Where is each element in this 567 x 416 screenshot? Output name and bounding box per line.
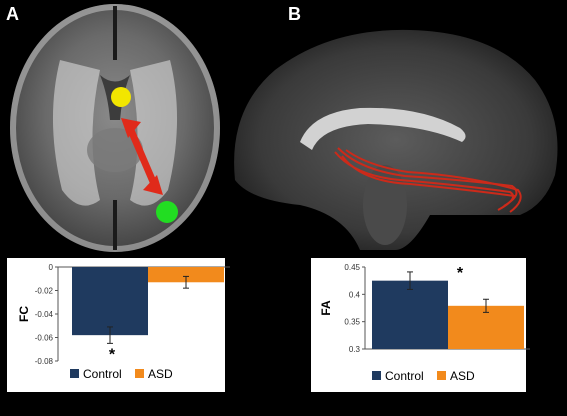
- y-axis-label: FC: [17, 306, 31, 322]
- axial-white-matter-left: [52, 60, 100, 206]
- panel-b-brain-image: [234, 29, 558, 251]
- significance-asterisk: *: [457, 265, 464, 282]
- y-tick-label: 0.3: [349, 345, 361, 354]
- connectivity-arrow: [121, 118, 163, 195]
- legend-swatch-control: [372, 371, 381, 380]
- y-axis-label: FA: [319, 300, 333, 316]
- bar-asd: [148, 267, 224, 283]
- sagittal-brainstem: [363, 165, 407, 245]
- y-tick-label: 0.4: [349, 290, 361, 299]
- bar-control: [72, 267, 148, 336]
- y-tick-label: 0: [49, 263, 54, 272]
- y-tick-label: -0.02: [35, 287, 54, 296]
- chart-b: 0.3 0.35 0.4 0.45 FA * Control ASD: [319, 263, 530, 383]
- y-tick-label: -0.08: [35, 357, 54, 366]
- bar-asd: [448, 305, 524, 349]
- legend-swatch-asd: [437, 371, 446, 380]
- significance-asterisk: *: [109, 346, 116, 363]
- axial-white-matter-right: [130, 60, 178, 206]
- sagittal-brain-outline: [234, 29, 558, 251]
- white-matter-tract: [334, 147, 522, 213]
- corpus-callosum: [300, 107, 466, 150]
- chart-a: 0 -0.02 -0.04 -0.06 -0.08 FC * Control ASD: [17, 263, 230, 381]
- bar-control: [372, 280, 448, 349]
- legend-label-asd: ASD: [148, 367, 173, 381]
- axial-thalamus: [87, 128, 143, 172]
- panel-a-letter: A: [6, 4, 19, 24]
- legend-swatch-control: [70, 369, 79, 378]
- frontal-seed-marker: [111, 87, 131, 107]
- y-tick-label: -0.06: [35, 334, 54, 343]
- y-tick-label: -0.04: [35, 310, 54, 319]
- y-tick-label: 0.45: [344, 263, 360, 272]
- legend-label-control: Control: [83, 367, 122, 381]
- panel-a-brain-image: [10, 4, 220, 252]
- legend-label-control: Control: [385, 369, 424, 383]
- legend-label-asd: ASD: [450, 369, 475, 383]
- y-tick-label: 0.35: [344, 318, 360, 327]
- panel-b-letter: B: [288, 4, 301, 24]
- posterior-seed-marker: [156, 201, 178, 223]
- legend-swatch-asd: [135, 369, 144, 378]
